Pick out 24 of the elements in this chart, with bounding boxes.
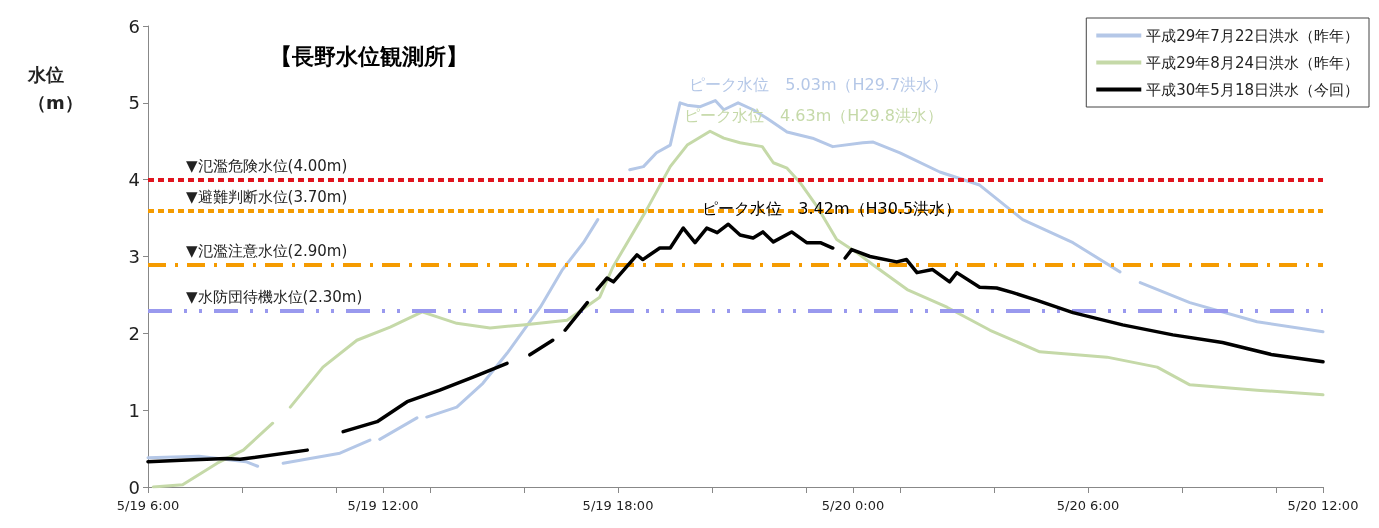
annotation: ピーク水位 5.03m（H29.7洪水） (689, 75, 949, 95)
x-tick-label: 5/20 12:00 (1287, 498, 1359, 513)
text: 【長野水位観測所】 (270, 43, 468, 69)
annotation: ピーク水位 4.63m（H29.8洪水） (684, 105, 943, 125)
y-tick-label: 3 (128, 246, 140, 267)
x-tick-label: 5/19 6:00 (116, 498, 180, 513)
y-axis-title: 水位（m） (27, 63, 83, 113)
legend-label: 平成29年8月24日洪水（昨年） (1146, 53, 1359, 72)
legend-label: 平成30年5月18日洪水（今回） (1146, 80, 1359, 99)
x-tick-label: 5/20 6:00 (1056, 498, 1120, 513)
ref-line-label: ▼氾濫危険水位(4.00m) (186, 157, 348, 176)
y-tick-label: 4 (128, 169, 140, 191)
ref-line-label: ▼氾濫注意水位(2.90m) (186, 242, 348, 261)
x-tick-label: 5/19 18:00 (582, 498, 654, 513)
y-tick-label: 6 (128, 15, 140, 37)
ref-line-label: ▼避難判断水位(3.70m) (186, 187, 348, 206)
x-tick-label: 5/19 12:00 (347, 498, 419, 513)
ref-line-label: ▼水防団待機水位(2.30m) (186, 287, 363, 306)
legend-label: 平成29年7月22日洪水（昨年） (1146, 26, 1359, 45)
y-tick-label: 1 (128, 399, 140, 421)
y-tick-label: 0 (128, 476, 140, 498)
x-tick-label: 5/20 0:00 (821, 498, 885, 513)
y-tick-label: 2 (128, 322, 140, 344)
y-tick-label: 5 (128, 92, 140, 114)
